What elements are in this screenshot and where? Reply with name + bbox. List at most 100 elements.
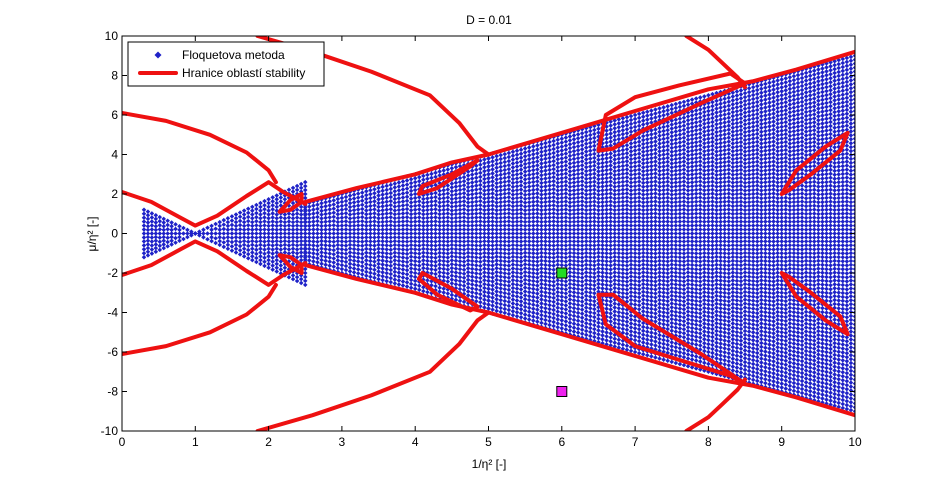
floquet-dot — [323, 207, 328, 213]
floquet-dot — [245, 255, 251, 261]
floquet-dot — [298, 231, 304, 236]
floquet-dot — [294, 219, 300, 224]
floquet-dot — [302, 274, 308, 280]
floquet-dot — [302, 282, 308, 288]
floquet-dot — [262, 251, 267, 256]
floquet-dot — [270, 255, 275, 260]
floquet-dot — [274, 204, 280, 210]
floquet-dot — [274, 197, 280, 202]
floquet-dot — [319, 235, 324, 240]
floquet-dot — [266, 257, 271, 263]
floquet-dot — [270, 231, 275, 236]
floquet-dot — [258, 257, 263, 263]
floquet-dot — [294, 211, 300, 216]
floquet-dot — [270, 215, 275, 220]
floquet-dot — [331, 206, 337, 211]
floquet-dot — [323, 223, 328, 228]
floquet-dot — [298, 238, 304, 244]
floquet-dot — [258, 212, 263, 217]
floquet-dot — [319, 216, 324, 221]
floquet-dot — [323, 235, 328, 240]
floquet-dot — [298, 219, 304, 225]
floquet-dot — [319, 227, 324, 232]
floquet-dot — [262, 255, 267, 261]
floquet-dot — [311, 223, 316, 228]
floquet-dot — [327, 251, 332, 256]
floquet-dot — [266, 212, 271, 217]
floquet-dot — [335, 208, 341, 213]
floquet-dot — [294, 274, 300, 280]
floquet-dot — [327, 259, 332, 264]
floquet-dot — [298, 185, 304, 191]
floquet-dot — [258, 204, 263, 210]
floquet-dot — [262, 243, 267, 248]
floquet-dot — [339, 215, 345, 220]
floquet-dot — [270, 223, 275, 228]
floquet-dot — [323, 211, 328, 217]
floquet-dot — [307, 242, 312, 248]
floquet-dot — [270, 227, 275, 232]
floquet-dot — [302, 253, 308, 258]
floquet-dot — [302, 266, 308, 272]
floquet-dot — [298, 216, 304, 221]
floquet-dot — [331, 264, 337, 269]
floquet-dot — [331, 243, 337, 249]
floquet-dot — [298, 227, 304, 232]
floquet-dot — [274, 257, 280, 263]
floquet-dot — [327, 235, 332, 240]
floquet-dot — [311, 219, 316, 224]
floquet-dot — [258, 254, 263, 259]
floquet-dot — [270, 207, 275, 212]
floquet-dot — [327, 247, 332, 252]
floquet-dot — [270, 203, 275, 208]
floquet-dot — [302, 278, 308, 284]
floquet-dot — [331, 260, 337, 265]
floquet-dot — [270, 267, 275, 272]
floquet-dot — [327, 239, 332, 244]
floquet-dot — [282, 246, 288, 251]
floquet-dot — [343, 267, 349, 273]
floquet-dot — [331, 256, 337, 261]
floquet-dot — [343, 259, 349, 265]
floquet-dot — [282, 227, 288, 232]
floquet-dot — [270, 235, 275, 240]
floquet-dot — [315, 223, 320, 228]
floquet-dot — [286, 223, 292, 228]
floquet-dot — [327, 263, 332, 268]
floquet-dot — [286, 215, 292, 220]
floquet-dot — [290, 219, 296, 225]
floquet-dot — [290, 246, 296, 251]
floquet-dot — [282, 212, 288, 217]
floquet-dot — [266, 197, 271, 202]
floquet-dot — [307, 258, 312, 263]
floquet-dot — [323, 258, 328, 264]
floquet-dot — [274, 219, 280, 225]
floquet-dot — [302, 179, 308, 185]
floquet-dot — [298, 181, 304, 187]
floquet-dot — [250, 257, 255, 263]
floquet-dot — [266, 265, 271, 270]
floquet-dot — [262, 235, 267, 240]
floquet-dot — [298, 242, 304, 248]
chart-title: D = 0.01 — [466, 13, 512, 27]
floquet-dot — [258, 246, 263, 251]
floquet-dot — [294, 255, 300, 260]
floquet-dot — [241, 254, 247, 259]
floquet-dot — [298, 235, 304, 240]
floquet-dot — [315, 235, 320, 240]
floquet-dot — [307, 208, 312, 213]
floquet-dot — [274, 265, 280, 270]
floquet-dot — [343, 263, 349, 269]
floquet-dot — [258, 261, 263, 267]
floquet-dot — [335, 254, 341, 259]
floquet-dot — [258, 227, 263, 232]
floquet-dot — [339, 239, 345, 244]
floquet-dot — [319, 231, 324, 236]
floquet-dot — [278, 219, 284, 224]
floquet-dot — [323, 246, 328, 252]
floquet-dot — [311, 251, 316, 256]
floquet-dot — [266, 261, 271, 267]
floquet-dot — [266, 254, 271, 259]
floquet-dot — [335, 200, 341, 206]
floquet-dot — [274, 261, 280, 267]
